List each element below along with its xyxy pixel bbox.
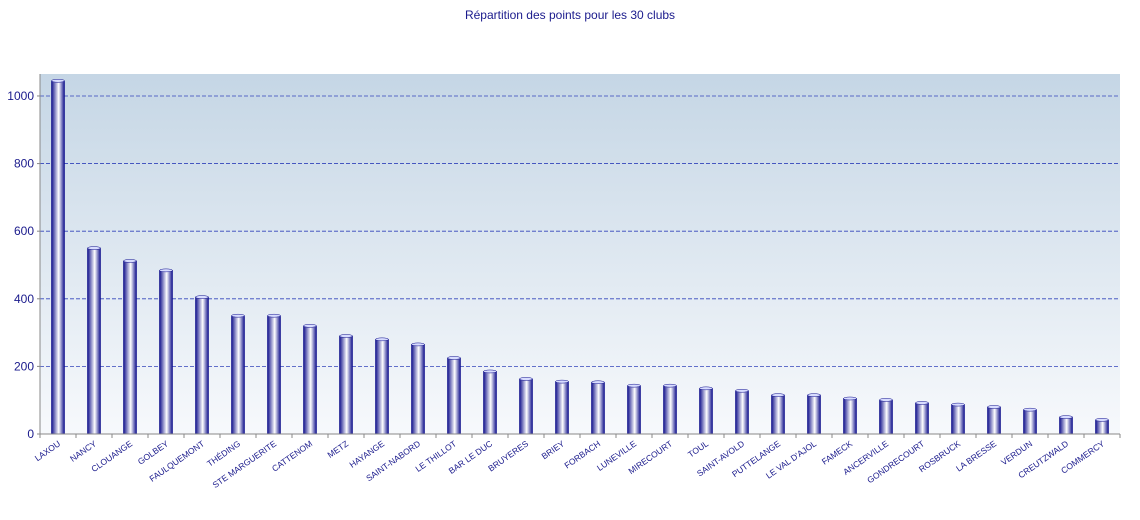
bar xyxy=(879,399,893,435)
bar-cap xyxy=(1095,418,1109,422)
bar xyxy=(591,381,605,435)
bar xyxy=(1095,419,1109,435)
plot-area xyxy=(40,74,1120,434)
y-tick-label: 1000 xyxy=(7,89,34,103)
bar-cap xyxy=(807,393,821,397)
bar-cap xyxy=(771,393,785,397)
bar xyxy=(411,344,425,435)
bar xyxy=(195,296,209,435)
bar xyxy=(555,381,569,435)
bar-cap xyxy=(339,334,353,338)
x-category-label: LA BRESSE xyxy=(954,438,998,473)
bar-cap xyxy=(87,246,101,250)
bar-cap xyxy=(699,386,713,391)
chart-title: Répartition des points pour les 30 clubs xyxy=(464,8,676,22)
bar-cap xyxy=(123,259,137,263)
bar xyxy=(843,398,857,435)
y-tick-labels: 0 200 400 600 800 1000 xyxy=(7,89,34,441)
x-category-label: STE MARGUERITE xyxy=(211,438,279,490)
x-category-label: BRUYERES xyxy=(486,438,530,473)
bar xyxy=(339,335,353,435)
bar-cap xyxy=(915,401,929,405)
bar xyxy=(699,388,713,435)
bar-cap xyxy=(663,383,677,388)
bar-cap xyxy=(231,313,245,318)
x-category-label: METZ xyxy=(325,438,350,459)
bar-cap xyxy=(195,295,209,299)
bar-cap xyxy=(879,398,893,402)
grid-lines xyxy=(40,95,1120,367)
bar xyxy=(663,385,677,435)
bar xyxy=(303,325,317,435)
bar-cap xyxy=(159,268,173,273)
y-tick-label: 400 xyxy=(14,292,34,306)
bar-cap xyxy=(51,79,65,83)
bar-cap xyxy=(375,337,389,342)
bar xyxy=(771,394,785,435)
bar xyxy=(1023,409,1037,435)
bar-cap xyxy=(483,369,497,374)
bar xyxy=(267,315,281,435)
x-category-label: CATTENOM xyxy=(270,438,314,473)
bar-cap xyxy=(1023,407,1037,412)
x-category-label: NANCY xyxy=(68,438,98,463)
bar xyxy=(51,80,65,435)
bar xyxy=(987,406,1001,435)
bar-cap xyxy=(951,402,965,407)
bar-cap xyxy=(303,324,317,328)
bar xyxy=(159,270,173,435)
bar xyxy=(519,378,533,435)
bar xyxy=(87,247,101,435)
bar xyxy=(447,357,461,435)
bar xyxy=(231,315,245,435)
bar xyxy=(1059,416,1073,435)
y-tick-label: 200 xyxy=(14,359,34,373)
bar xyxy=(483,371,497,435)
bar xyxy=(375,339,389,435)
y-tick-label: 800 xyxy=(14,157,34,171)
bar xyxy=(915,402,929,435)
bar xyxy=(807,394,821,435)
bar-cap xyxy=(843,396,857,401)
bar-cap xyxy=(627,383,641,388)
axes xyxy=(37,74,1121,438)
x-category-label: LAXOU xyxy=(33,438,62,463)
x-category-label: TOUL xyxy=(686,438,710,459)
bar-cap xyxy=(555,379,569,384)
bar-cap xyxy=(519,377,533,381)
bar-cap xyxy=(447,356,461,360)
bar-cap xyxy=(987,405,1001,409)
x-category-label: CLOUANGE xyxy=(89,438,134,474)
bar-cap xyxy=(1059,415,1073,419)
bar xyxy=(123,260,137,435)
bar-cap xyxy=(735,388,749,393)
bar-cap xyxy=(411,342,425,347)
bar-cap xyxy=(591,380,605,385)
bar xyxy=(951,404,965,435)
bar xyxy=(627,385,641,435)
bar xyxy=(735,390,749,435)
y-tick-label: 0 xyxy=(27,427,34,441)
bar-cap xyxy=(267,313,281,318)
x-category-label: BRIEY xyxy=(540,438,567,461)
y-tick-label: 600 xyxy=(14,224,34,238)
